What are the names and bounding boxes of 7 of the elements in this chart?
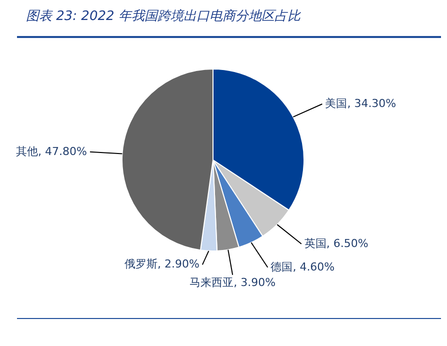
slice-label: 英国, 6.50% (304, 236, 368, 250)
chart-title: 图表 23: 2022 年我国跨境出口电商分地区占比 (26, 8, 300, 25)
slice-label: 俄罗斯, 2.90% (124, 258, 200, 271)
slice-label: 美国, 34.30% (325, 96, 396, 110)
slice-label: 马来西亚, 3.90% (190, 276, 276, 289)
slice-label: 德国, 4.60% (270, 260, 335, 274)
slice-label: 其他, 47.80% (16, 144, 87, 158)
